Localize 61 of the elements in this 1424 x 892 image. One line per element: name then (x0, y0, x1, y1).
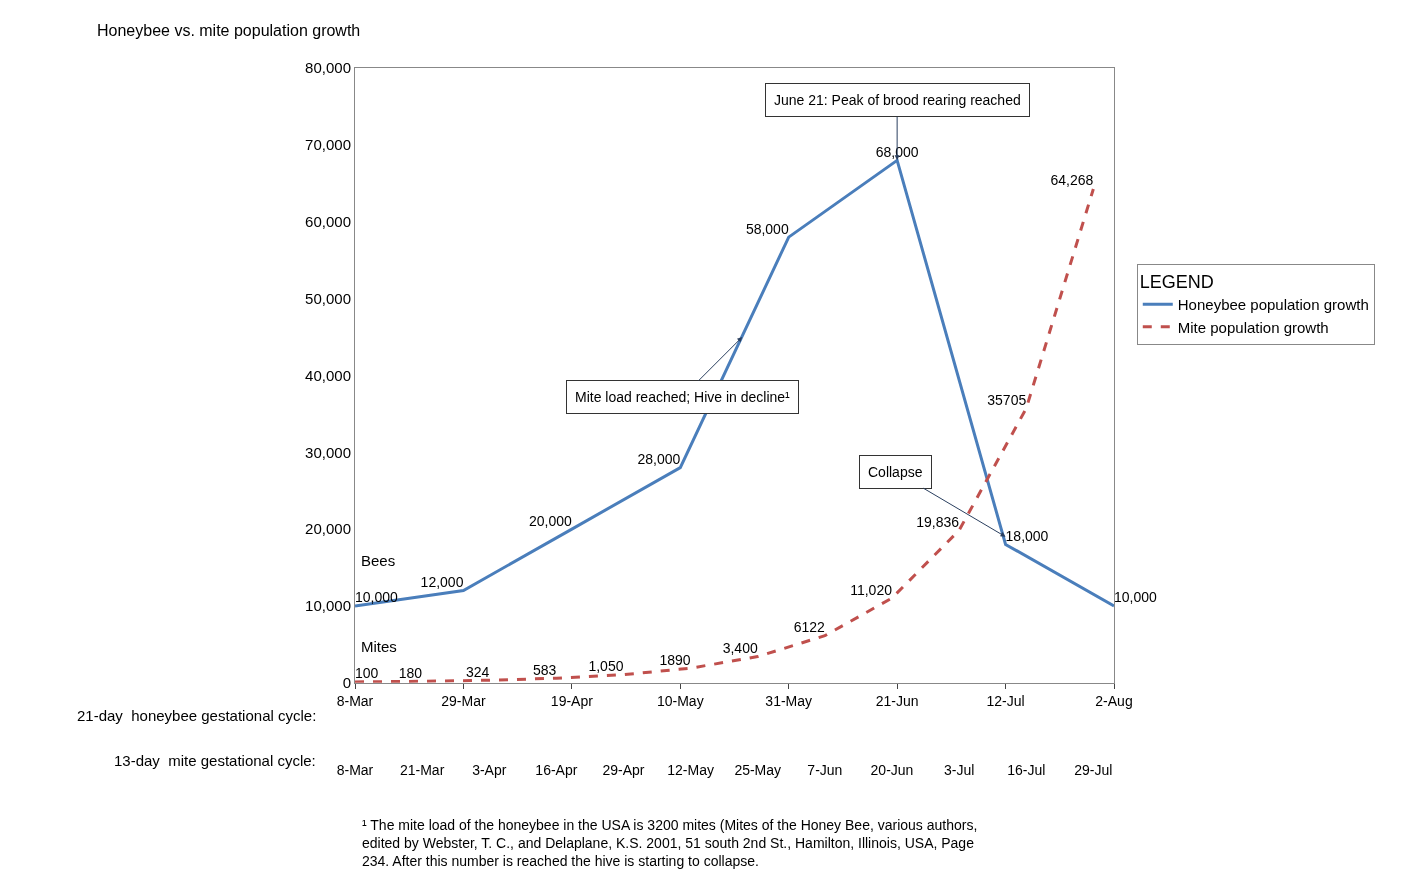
x2-tick-label: 16-Apr (535, 762, 578, 779)
data-label: 6122 (793, 619, 826, 636)
x2-tick-label: 21-Mar (399, 762, 445, 779)
x-tick-label: 12-Jul (986, 692, 1025, 709)
data-label: 35705 (987, 391, 1027, 408)
data-label: 324 (465, 663, 490, 680)
data-label: 100 (355, 665, 379, 682)
data-label: 10,000 (355, 589, 399, 606)
annotation: Mite load reached; Hive in decline¹ (575, 389, 791, 405)
x2-tick-label: 29-Jul (1074, 762, 1113, 779)
x-tick-label: 10-May (656, 692, 704, 709)
x-tick-label: 8-Mar (336, 692, 374, 709)
x-tick-label: 29-Mar (441, 692, 486, 709)
x2-tick-label: 3-Apr (472, 762, 507, 779)
y-tick-label: 10,000 (305, 597, 351, 615)
data-label: 180 (398, 664, 423, 681)
y-tick-label: 70,000 (305, 136, 351, 154)
data-label: 18,000 (1005, 527, 1049, 544)
data-label: 28,000 (637, 451, 681, 468)
legend-label: Mite population growth (1177, 318, 1329, 336)
y-tick-label: 60,000 (305, 213, 351, 231)
legend-label: Honeybee population growth (1177, 296, 1369, 313)
data-label: 1890 (659, 651, 691, 668)
x-axis-title: 21-day honeybee gestational cycle: (77, 707, 317, 724)
x-tick-label: 31-May (765, 692, 813, 709)
data-label: 19,836 (916, 513, 960, 530)
x2-axis-title: 13-day mite gestational cycle: (114, 752, 316, 769)
annotation: June 21: Peak of brood rearing reached (774, 92, 1021, 108)
x2-tick-label: 3-Jul (943, 762, 975, 779)
x-tick-label: 21-Jun (875, 692, 919, 709)
chart-title: Honeybee vs. mite population growth (97, 22, 361, 39)
x2-tick-label: 29-Apr (602, 762, 645, 779)
x-tick-label: 2-Aug (1095, 692, 1133, 709)
y-tick-label: 0 (342, 673, 351, 691)
data-label: 11,020 (850, 581, 893, 598)
data-label: 64,268 (1050, 172, 1094, 189)
annotation: Mites (361, 638, 397, 655)
legend-title: LEGEND (1139, 271, 1214, 292)
x-tick-label: 19-Apr (550, 692, 594, 709)
y-tick-label: 30,000 (305, 443, 351, 461)
y-tick-label: 40,000 (305, 366, 351, 384)
data-label: 583 (533, 661, 557, 678)
text: ¹ The mite load of the honeybee in the USA is 3200 mites (Mites of the Honey Bee, various authors, edited by Webster, T. C., and Delaplane, K.S. 2001, 51 south 2nd St., Hamilton, Illinois, USA, Page 234. After this number is reached the hive is starting to collapse. (362, 817, 978, 870)
annotation: Collapse (868, 464, 923, 480)
data-label: 3,400 (722, 640, 758, 657)
x2-tick-label: 20-Jun (870, 762, 914, 779)
x2-tick-label: 12-May (667, 762, 714, 779)
x2-tick-label: 7-Jun (807, 762, 843, 779)
x2-tick-label: 8-Mar (336, 762, 374, 779)
x2-tick-label: 16-Jul (1007, 762, 1046, 779)
y-tick-label: 50,000 (305, 289, 351, 307)
annotation: Bees (361, 552, 396, 569)
x2-tick-label: 25-May (734, 762, 782, 779)
data-label: 10,000 (1114, 589, 1158, 606)
data-label: 12,000 (420, 574, 464, 591)
y-tick-label: 20,000 (305, 520, 351, 538)
data-label: 1,050 (588, 658, 624, 675)
data-label: 68,000 (875, 143, 919, 160)
data-label: 20,000 (529, 512, 573, 529)
y-tick-label: 80,000 (305, 59, 351, 77)
data-label: 58,000 (745, 220, 789, 237)
